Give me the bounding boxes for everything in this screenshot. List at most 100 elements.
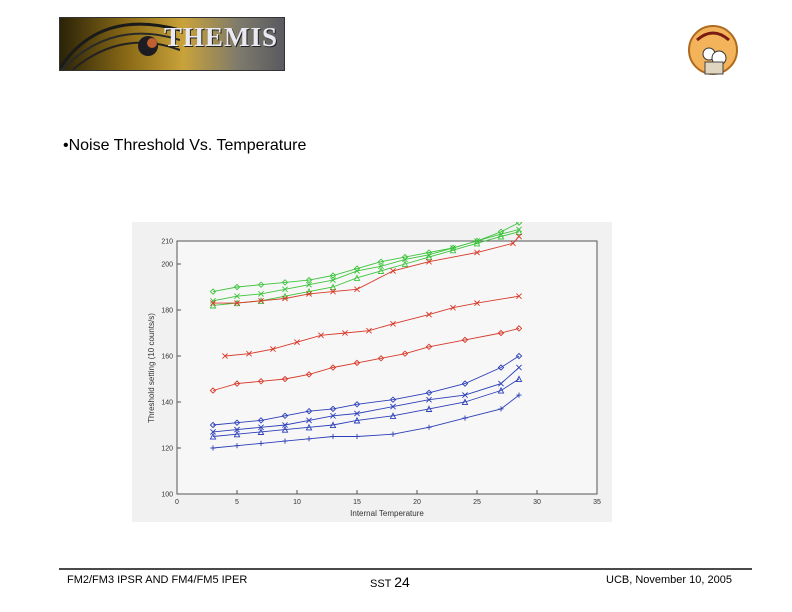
data-point-plus (354, 433, 360, 440)
data-point-triangle (473, 239, 481, 247)
data-point-x (330, 412, 336, 419)
data-point-x (354, 286, 360, 293)
y-axis-label: Threshold setting (10 counts/s) (147, 313, 156, 423)
data-point-x (258, 297, 264, 304)
series-red-1 (210, 233, 522, 307)
series-blue-4 (210, 392, 522, 451)
plot-frame (176, 240, 598, 495)
y-tick-label: 120 (161, 446, 173, 453)
data-point-diamond (257, 281, 265, 288)
data-point-triangle (233, 430, 241, 438)
mascot-icon (688, 25, 738, 75)
y-tick-label: 200 (161, 262, 173, 269)
data-point-triangle (329, 421, 337, 429)
data-point-x (306, 290, 312, 297)
footer-page-label: SST 24 (370, 574, 410, 590)
data-point-triangle (281, 425, 289, 433)
data-point-x (234, 300, 240, 307)
data-point-x (234, 426, 240, 433)
y-tick-label: 180 (161, 308, 173, 315)
slide-bullet: •Noise Threshold Vs. Temperature (63, 137, 307, 154)
series-blue-1 (209, 352, 523, 429)
data-point-triangle (353, 274, 361, 281)
data-point-diamond (209, 421, 217, 429)
data-point-x (402, 256, 408, 263)
series-line (212, 367, 520, 433)
series-blue-3 (209, 375, 523, 440)
x-tick-label: 25 (473, 499, 481, 506)
data-point-x (426, 396, 432, 403)
data-point-diamond (425, 389, 433, 397)
data-point-x (516, 293, 522, 300)
data-point-triangle (401, 260, 409, 268)
y-tick-label: 140 (161, 400, 173, 407)
data-point-diamond (329, 405, 337, 413)
data-point-diamond (515, 352, 523, 360)
footer-left-text: FM2/FM3 IPSR AND FM4/FM5 IPER (67, 574, 248, 586)
data-point-x (210, 300, 216, 307)
x-tick-label: 20 (413, 499, 421, 506)
data-point-diamond (377, 355, 385, 362)
data-point-x (282, 422, 288, 428)
x-tick-label: 15 (353, 499, 361, 506)
data-point-plus (498, 406, 504, 412)
data-point-diamond (353, 401, 361, 408)
data-point-x (390, 403, 396, 410)
x-axis-label: Internal Temperature (350, 509, 424, 518)
data-point-x (282, 295, 288, 302)
data-point-triangle (515, 228, 523, 235)
data-point-plus (282, 438, 288, 444)
data-point-x (516, 364, 522, 371)
data-point-diamond (305, 276, 313, 284)
data-point-x (366, 327, 372, 334)
data-point-x (426, 258, 432, 265)
series-line (212, 394, 520, 449)
data-point-diamond (305, 407, 313, 415)
data-point-triangle (425, 253, 433, 261)
data-point-triangle (257, 428, 265, 435)
data-point-diamond (497, 329, 505, 337)
data-point-triangle (209, 432, 217, 440)
data-point-x (270, 346, 276, 353)
series-line (212, 355, 520, 426)
data-point-triangle (353, 416, 361, 424)
series-line (212, 378, 520, 437)
data-point-triangle (305, 423, 313, 431)
series-red-3 (209, 325, 523, 394)
data-point-x (210, 428, 216, 435)
x-tick-label: 30 (533, 499, 541, 506)
data-point-x (318, 332, 324, 339)
data-point-plus (426, 424, 432, 430)
data-point-triangle (377, 267, 385, 274)
data-point-triangle (425, 405, 433, 412)
data-point-diamond (461, 380, 469, 387)
data-point-plus (516, 392, 522, 398)
data-point-x (474, 300, 480, 307)
series-line (224, 295, 520, 357)
data-point-plus (390, 431, 396, 437)
data-point-triangle (461, 398, 469, 406)
data-point-diamond (257, 417, 265, 424)
noise-threshold-chart: 0 5 10 15 20 25 30 35 100 120 140 160 180 200 210 Inte… (132, 219, 612, 522)
footer-right-text: UCB, November 10, 2005 (606, 574, 732, 586)
data-point-diamond (353, 359, 361, 367)
data-point-diamond (233, 283, 241, 291)
series-blue-2 (210, 364, 522, 435)
data-point-diamond (209, 288, 217, 295)
data-point-plus (330, 433, 336, 440)
data-point-x (306, 281, 312, 288)
data-point-diamond (425, 343, 433, 351)
data-point-diamond (515, 219, 523, 226)
data-point-x (330, 277, 336, 284)
data-point-x (258, 424, 264, 431)
series-red-2 (222, 293, 522, 359)
data-point-diamond (329, 272, 337, 279)
data-point-x (222, 353, 228, 359)
data-point-x (462, 392, 468, 399)
data-point-triangle (209, 301, 217, 309)
logo-wordmark: THEMIS (164, 22, 279, 52)
data-point-diamond (497, 364, 505, 371)
data-point-triangle (389, 412, 397, 419)
data-point-triangle (497, 386, 505, 394)
data-point-x (378, 263, 384, 270)
